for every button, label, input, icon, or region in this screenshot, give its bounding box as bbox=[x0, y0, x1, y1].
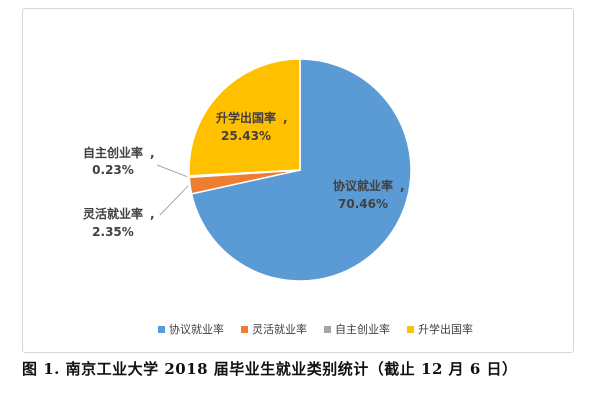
leader-line-startup bbox=[156, 164, 188, 178]
label-flexible: 灵活就业率 , 2.35% bbox=[83, 206, 155, 239]
legend-swatch-startup bbox=[324, 326, 331, 333]
label-protocol-comma: , bbox=[400, 179, 405, 193]
label-startup-name: 自主创业率 bbox=[83, 145, 143, 160]
label-flexible-comma: , bbox=[150, 207, 155, 221]
label-flexible-value: 2.35% bbox=[92, 225, 134, 239]
legend-label-flexible: 灵活就业率 bbox=[252, 322, 307, 336]
label-abroad-name: 升学出国率 bbox=[216, 110, 276, 125]
label-startup-value: 0.23% bbox=[92, 163, 134, 177]
legend-label-startup: 自主创业率 bbox=[335, 322, 390, 336]
label-protocol-name: 协议就业率 bbox=[333, 178, 393, 193]
legend-swatch-abroad bbox=[407, 326, 414, 333]
label-startup-comma: , bbox=[150, 146, 155, 160]
legend-swatch-flexible bbox=[241, 326, 248, 333]
label-flexible-name: 灵活就业率 bbox=[83, 206, 143, 221]
leader-lines bbox=[156, 164, 189, 216]
legend-label-protocol: 协议就业率 bbox=[169, 322, 224, 336]
label-startup: 自主创业率 , 0.23% bbox=[83, 145, 155, 177]
label-abroad-value: 25.43% bbox=[221, 129, 271, 143]
legend: 协议就业率 灵活就业率 自主创业率 升学出国率 bbox=[158, 322, 473, 336]
legend-label-abroad: 升学出国率 bbox=[418, 322, 473, 336]
slice-abroad bbox=[188, 58, 301, 177]
slice-protocol bbox=[190, 58, 412, 282]
label-abroad: 升学出国率 , 25.43% bbox=[216, 110, 288, 143]
legend-swatch-protocol bbox=[158, 326, 165, 333]
leader-line-flexible bbox=[159, 185, 189, 216]
label-protocol: 协议就业率 , 70.46% bbox=[333, 178, 405, 211]
label-abroad-comma: , bbox=[283, 111, 288, 125]
figure-caption: 图 1. 南京工业大学 2018 届毕业生就业类别统计（截止 12 月 6 日） bbox=[22, 360, 518, 378]
pie-slices bbox=[188, 58, 412, 282]
label-protocol-value: 70.46% bbox=[338, 197, 388, 211]
